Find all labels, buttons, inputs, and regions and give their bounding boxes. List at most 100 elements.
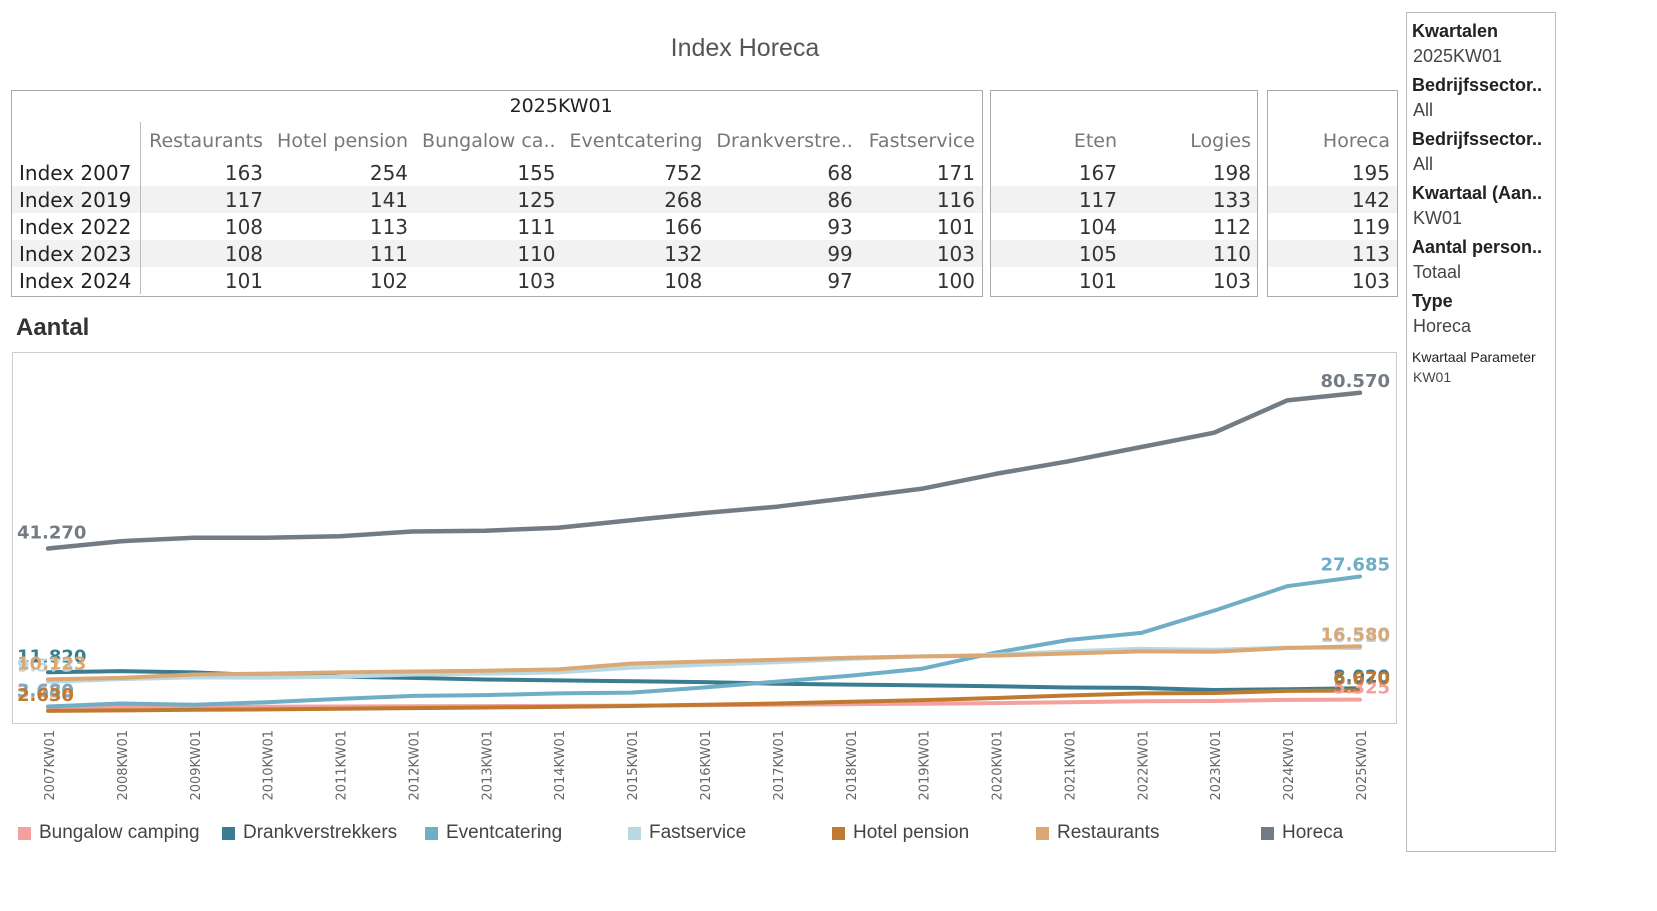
legend-item[interactable]: Hotel pension <box>832 820 969 846</box>
legend-label: Fastservice <box>649 822 747 843</box>
table-cell: 111 <box>517 214 556 239</box>
table-cell: 102 <box>369 268 409 293</box>
table-cell: 68 <box>827 160 853 185</box>
column-header: Drankverstre.. <box>716 129 853 152</box>
table-cell: 113 <box>1267 240 1397 267</box>
table-row: Index 2024 101 102 103 108 97 100 <box>12 267 982 294</box>
parameter-value[interactable]: KW01 <box>1413 369 1452 385</box>
filter-value[interactable]: KW01 <box>1413 208 1463 228</box>
chart-frame <box>12 352 1397 724</box>
table-cell: 110 <box>415 240 563 267</box>
data-label-start: 2.630 <box>17 685 74 706</box>
legend-label: Hotel pension <box>853 822 970 843</box>
filter-value[interactable]: All <box>1413 100 1434 120</box>
row-label: Index 2022 <box>12 213 141 240</box>
table-cell: 141 <box>270 186 416 213</box>
dashboard-title: Index Horeca <box>670 34 820 62</box>
legend-swatch <box>628 826 641 840</box>
table-cell: 111 <box>270 240 416 267</box>
column-header: Eten <box>1073 129 1117 152</box>
table-cell: 86 <box>709 186 860 213</box>
data-label-end: 80.570 <box>1321 371 1390 392</box>
filter-panel: Kwartalen 2025KW01 Bedrijfssector.. All Bedr… <box>1406 12 1556 852</box>
table-row: Index 2023 108 111 110 132 99 103 <box>12 240 982 267</box>
x-tick-label: 2017KW01 <box>772 730 787 801</box>
table-row: 113 <box>1267 240 1397 267</box>
x-tick-label: 2024KW01 <box>1282 730 1297 801</box>
x-tick-label: 2014KW01 <box>553 730 568 801</box>
legend-item[interactable]: Bungalow camping <box>18 820 200 846</box>
table-cell: 171 <box>936 160 975 185</box>
x-tick-label: 2016KW01 <box>699 730 714 801</box>
x-tick-label: 2025KW01 <box>1355 730 1370 801</box>
data-label-start: 3.680 <box>17 681 74 702</box>
legend-item[interactable]: Drankverstrekkers <box>222 820 397 846</box>
legend-swatch <box>222 826 235 840</box>
data-label-start: 10.123 <box>17 653 86 674</box>
filter-value[interactable]: Totaal <box>1413 262 1462 282</box>
legend-item[interactable]: Fastservice <box>628 820 746 846</box>
filter-value[interactable]: All <box>1413 154 1434 174</box>
table-cell: 254 <box>369 160 409 185</box>
table-cell: 101 <box>224 268 264 293</box>
table-cell: 113 <box>369 214 409 239</box>
table-cell: 195 <box>1351 160 1390 185</box>
data-label-end: 5.325 <box>1333 678 1390 699</box>
legend-item[interactable]: Horeca <box>1261 820 1343 846</box>
table-cell: 117 <box>140 186 271 213</box>
table-cell: 155 <box>517 160 556 185</box>
table-cell: 101 <box>1078 268 1117 293</box>
table-cell: 108 <box>224 214 264 239</box>
data-label-end: 16.520 <box>1321 626 1390 647</box>
legend-item[interactable]: Restaurants <box>1036 820 1159 846</box>
column-header: Restaurants <box>149 129 264 152</box>
table-cell: 103 <box>859 240 982 267</box>
legend-swatch <box>18 826 31 840</box>
table-cell: 116 <box>859 186 982 213</box>
filter-label: Bedrijfssector.. <box>1412 75 1543 95</box>
series-line-hotel-pension <box>46 688 1362 713</box>
filter-label: Type <box>1412 291 1453 311</box>
table-cell: 101 <box>936 214 975 239</box>
legend-item[interactable]: Eventcatering <box>425 820 562 846</box>
x-tick-label: 2015KW01 <box>626 730 641 801</box>
data-label-end: 16.580 <box>1321 624 1390 645</box>
legend-label: Bungalow camping <box>39 822 200 843</box>
table-row: 117 133 <box>990 186 1258 213</box>
filter-value[interactable]: 2025KW01 <box>1413 46 1503 66</box>
column-header: Eventcatering <box>569 129 703 152</box>
table-cell: 142 <box>1267 186 1397 213</box>
table-row: Index 2007 163 254 155 752 68 171 <box>12 159 982 186</box>
data-label-start: 3.439 <box>17 682 74 703</box>
filter-label: Kwartaal (Aan.. <box>1412 183 1543 203</box>
table-cell: 112 <box>1212 214 1251 239</box>
data-label-end: 8.020 <box>1333 666 1390 687</box>
filter-value[interactable]: Horeca <box>1413 316 1472 336</box>
table-row: 119 <box>1267 213 1397 240</box>
table-row: Index 2022 108 113 111 166 93 101 <box>12 213 982 240</box>
period-header: 2025KW01 <box>509 95 613 117</box>
table-cell: 752 <box>664 160 703 185</box>
table-cell: 163 <box>224 160 264 185</box>
x-tick-label: 2010KW01 <box>262 730 277 801</box>
table-cell: 99 <box>709 240 860 267</box>
x-tick-label: 2011KW01 <box>335 730 350 801</box>
filter-label: Bedrijfssector.. <box>1412 129 1543 149</box>
table-cell: 132 <box>562 240 710 267</box>
table-cell: 108 <box>664 268 703 293</box>
table-row: 167 198 <box>990 159 1258 186</box>
table-row: 105 110 <box>990 240 1258 267</box>
x-tick-label: 2019KW01 <box>918 730 933 801</box>
chart-title: Aantal <box>16 314 90 341</box>
table-cell: 117 <box>990 186 1124 213</box>
x-tick-label: 2012KW01 <box>407 730 422 801</box>
table-cell: 108 <box>140 240 271 267</box>
table-cell: 119 <box>1351 214 1390 239</box>
x-tick-label: 2009KW01 <box>189 730 204 801</box>
legend-label: Eventcatering <box>446 822 563 843</box>
row-label: Index 2007 <box>12 159 141 186</box>
index-table-eten-logies: Eten Logies 167 198 117 133 104 112 105 110 101 10… <box>990 90 1258 294</box>
table-row: Index 2019 117 141 125 268 86 116 <box>12 186 982 213</box>
table-cell: 268 <box>562 186 710 213</box>
data-label-start: 41.270 <box>17 522 86 543</box>
